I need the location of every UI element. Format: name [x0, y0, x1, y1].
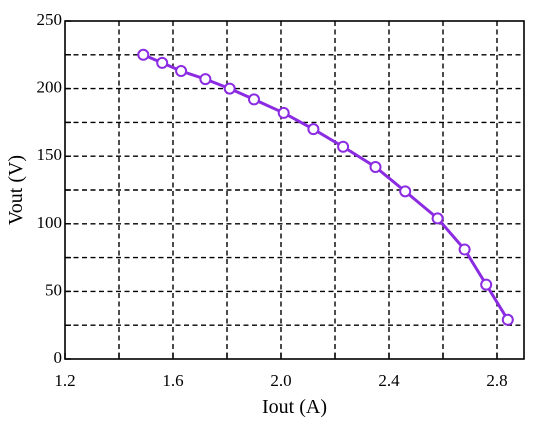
x-tick-label: 2.0 [270, 371, 291, 390]
data-point [399, 185, 412, 198]
data-point [369, 161, 382, 174]
data-point [277, 106, 290, 119]
grid-lines [65, 21, 524, 359]
data-point [458, 243, 471, 256]
x-tick-label: 2.8 [486, 371, 507, 390]
data-point [248, 93, 260, 106]
y-tick-label: 100 [37, 213, 63, 232]
x-tick-label: 1.2 [54, 371, 75, 390]
series-layer [137, 48, 514, 326]
y-tick-label: 250 [37, 10, 63, 29]
x-tick-labels: 1.2 1.6 2.0 2.4 2.8 [54, 371, 507, 390]
data-point [175, 65, 188, 78]
y-tick-label: 150 [37, 145, 63, 164]
x-tick-label: 1.6 [162, 371, 183, 390]
series-line [141, 53, 510, 322]
data-point [199, 73, 212, 86]
data-point [480, 278, 493, 291]
y-tick-labels: 0 50 100 150 200 250 [37, 10, 63, 367]
y-axis-label: Vout (V) [5, 155, 27, 225]
x-tick-label: 2.4 [378, 371, 400, 390]
data-point [431, 212, 444, 225]
y-tick-label: 200 [37, 78, 63, 97]
data-point [156, 56, 169, 69]
y-tick-label: 0 [54, 348, 63, 367]
data-point [501, 313, 514, 326]
data-point [337, 140, 350, 153]
y-tick-label: 50 [45, 280, 62, 299]
data-point [137, 48, 150, 61]
axis-ticks [64, 20, 498, 360]
x-axis-label: Iout (A) [262, 396, 327, 418]
data-point [307, 123, 320, 136]
data-point [223, 82, 236, 95]
